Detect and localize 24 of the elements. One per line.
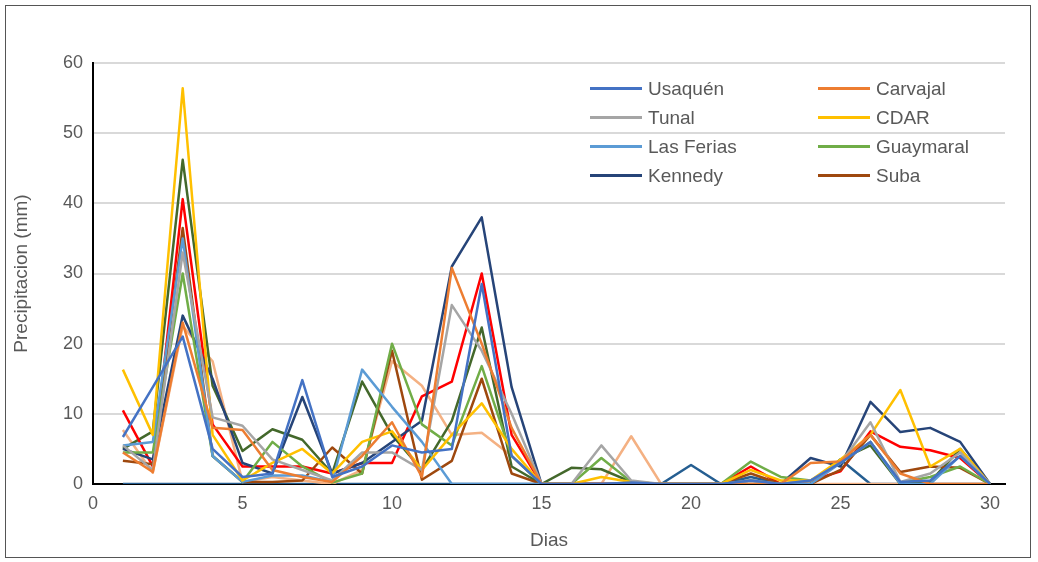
y-axis-title: Precipitacion (mm)	[9, 194, 31, 353]
x-axis-title: Dias	[529, 528, 569, 550]
y-tick-label: 10	[62, 402, 83, 423]
x-tick-label: 20	[681, 492, 702, 513]
legend-label: Suba	[876, 164, 921, 187]
x-tick-label: 25	[830, 492, 851, 513]
legend-label: Tunal	[648, 106, 695, 129]
x-tick-label: 15	[531, 492, 552, 513]
y-tick-label: 30	[62, 262, 83, 283]
y-tick-label: 60	[62, 51, 83, 72]
y-tick-label: 50	[62, 122, 83, 143]
legend-label: Carvajal	[876, 77, 946, 100]
legend-label: CDAR	[876, 106, 930, 129]
legend-label: Kennedy	[648, 164, 724, 187]
x-tick-label: 0	[87, 492, 99, 513]
y-tick-label: 40	[62, 192, 83, 213]
y-tick-label: 20	[62, 332, 83, 353]
legend-label: Las Ferias	[648, 135, 737, 158]
x-tick-label: 10	[382, 492, 403, 513]
legend-label: Guaymaral	[876, 135, 969, 158]
x-tick-label: 5	[237, 492, 248, 513]
y-tick-label: 0	[72, 472, 83, 493]
legend-label: Usaquén	[648, 77, 725, 100]
x-tick-label: 30	[980, 492, 1001, 513]
